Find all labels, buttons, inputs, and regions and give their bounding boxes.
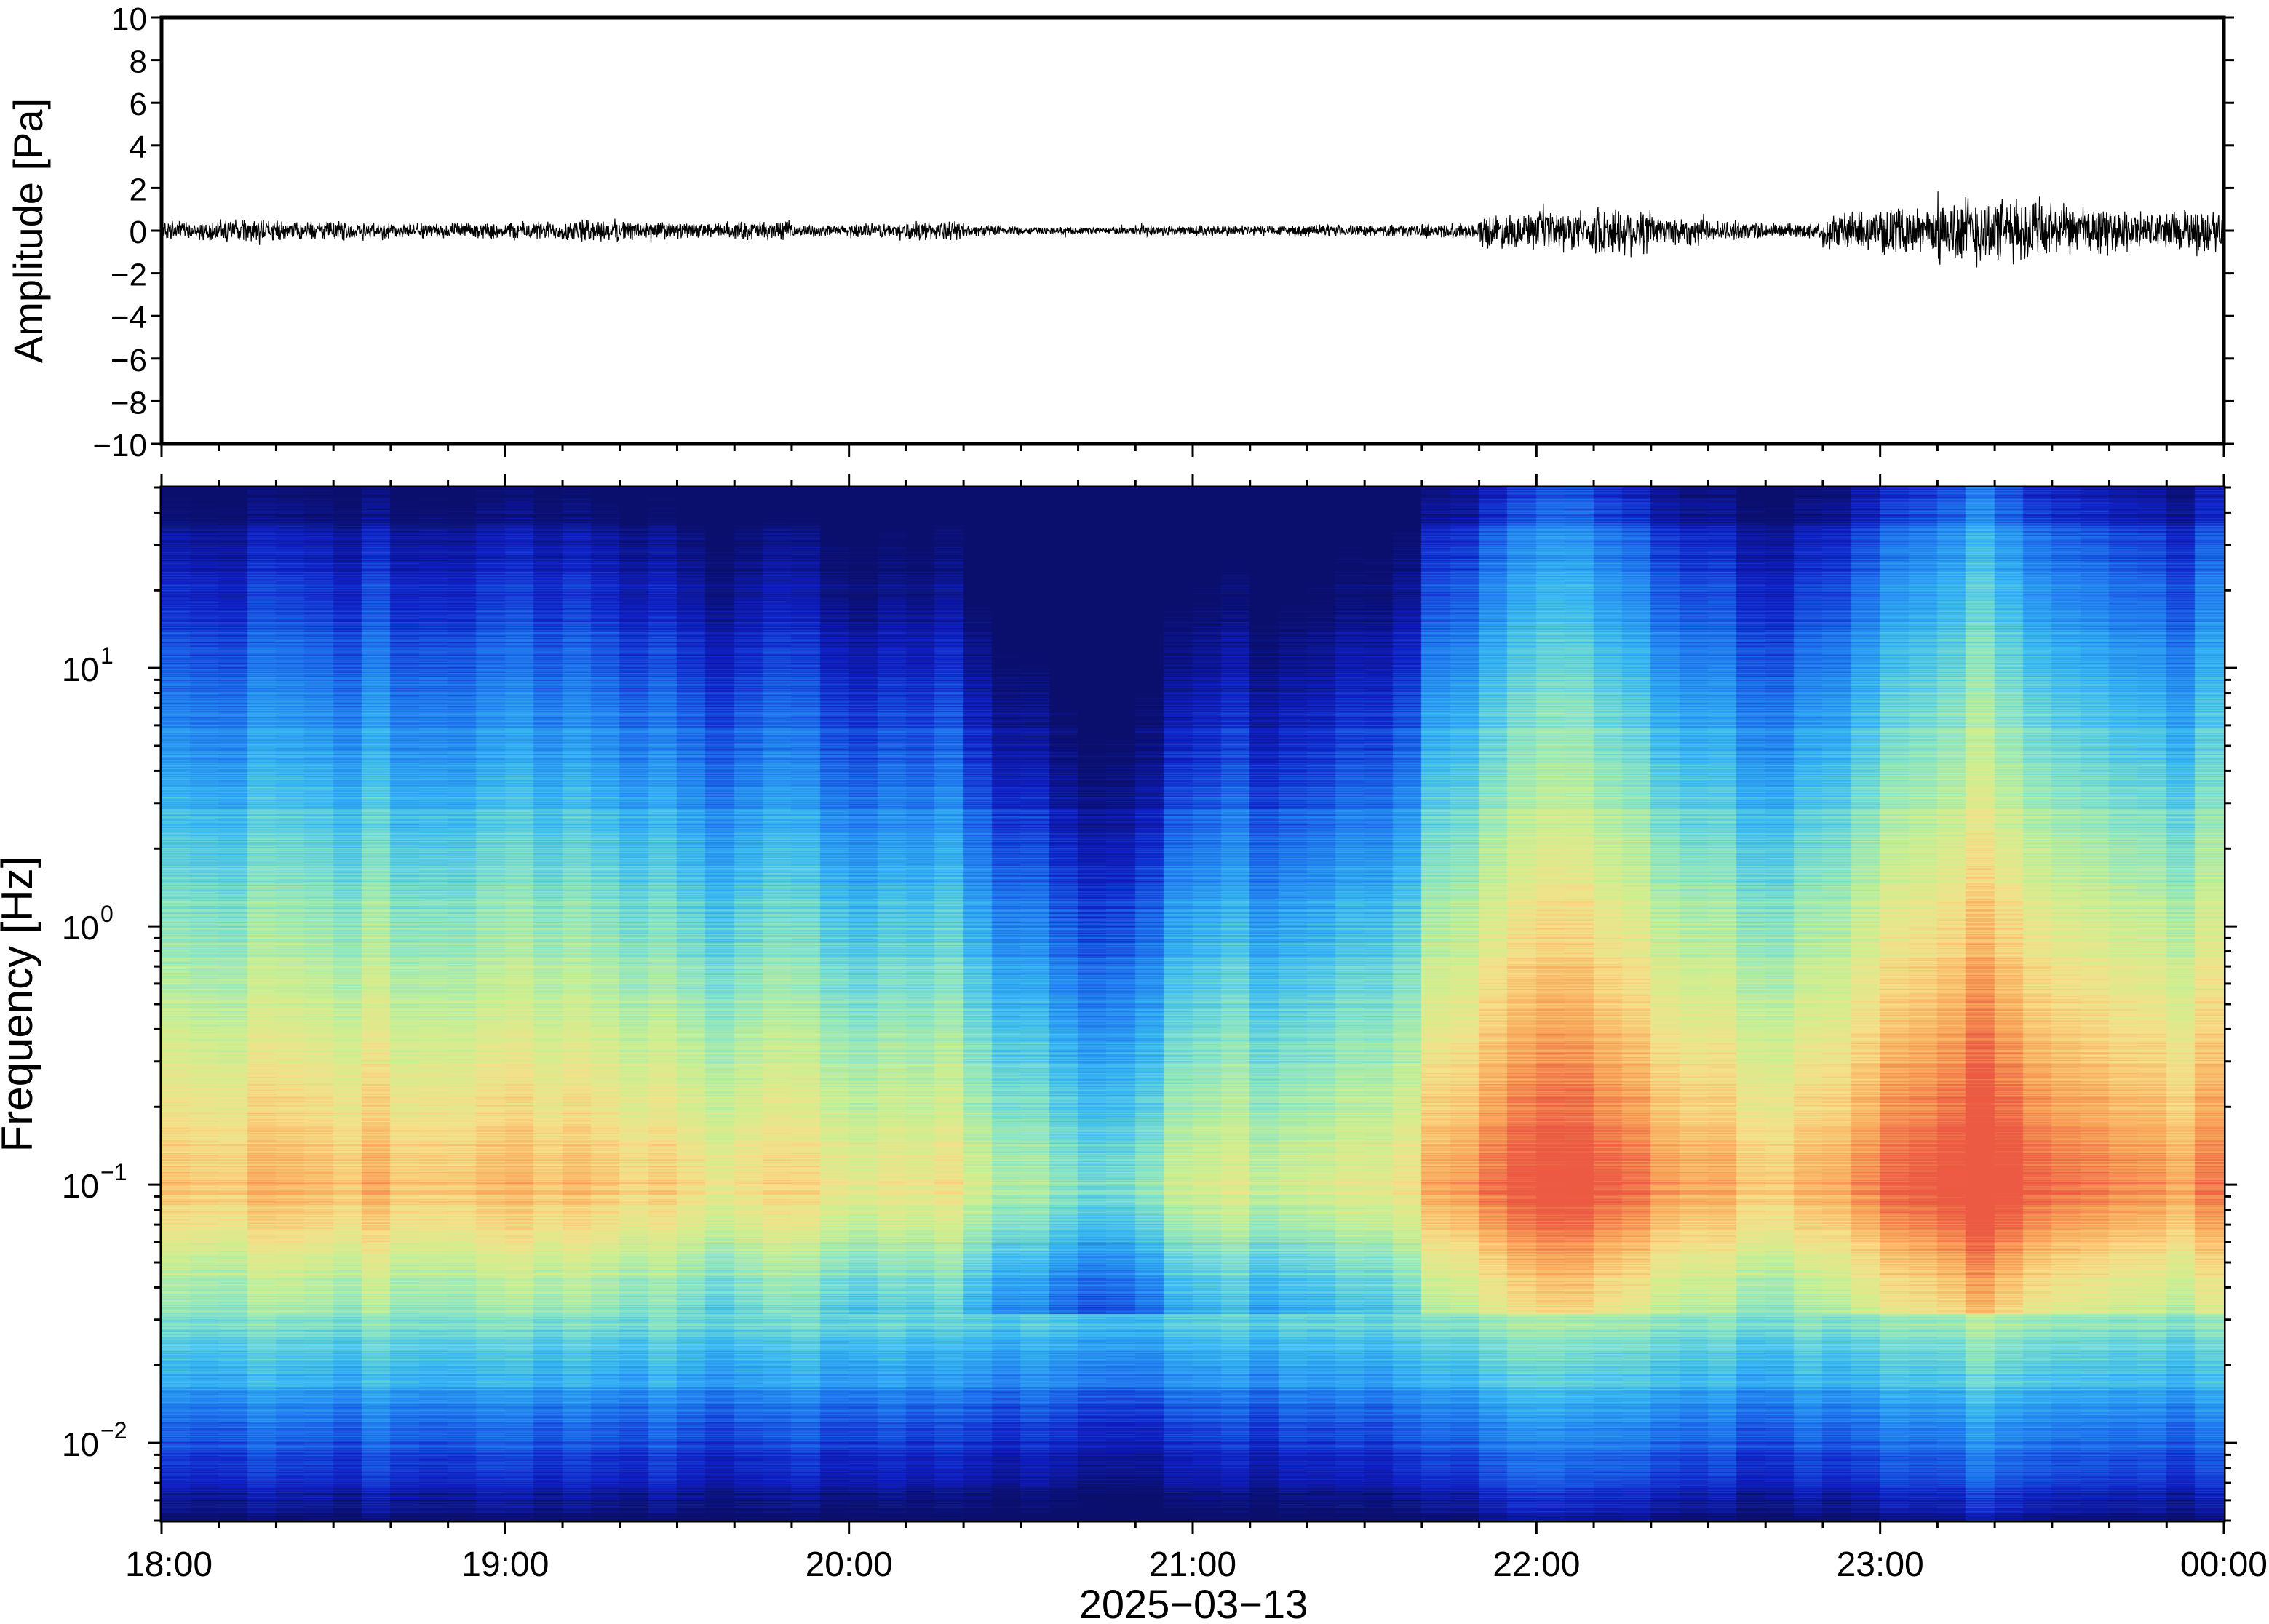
waveform-y-tick-label: 4 — [130, 130, 147, 165]
frequency-tick-exponent: −1 — [100, 1159, 127, 1185]
frequency-tick-base: 10 — [62, 1425, 99, 1463]
time-tick-label: 18:00 — [125, 1545, 212, 1584]
frequency-tick-base: 10 — [62, 909, 99, 947]
waveform-y-tick-label: −8 — [111, 385, 147, 421]
frequency-axis-label: Frequency [Hz] — [0, 856, 41, 1153]
frequency-tick-label: 10 — [62, 1425, 99, 1463]
frequency-tick-label: 10 — [62, 909, 99, 947]
waveform-y-tick-label: 10 — [111, 1, 147, 37]
time-tick-label: 19:00 — [461, 1545, 549, 1584]
frequency-tick-base: 10 — [62, 650, 99, 688]
waveform-y-tick-label: −4 — [111, 300, 147, 335]
waveform-y-tick-label: 6 — [130, 87, 147, 122]
frequency-tick-label: 10 — [62, 1167, 99, 1205]
date-axis-label: 2025−03−13 — [1079, 1581, 1308, 1624]
waveform-y-tick-label: −2 — [111, 258, 147, 293]
time-tick-label: 23:00 — [1837, 1545, 1924, 1584]
time-tick-label: 21:00 — [1149, 1545, 1236, 1584]
time-tick-label: 20:00 — [806, 1545, 893, 1584]
waveform-y-tick-label: 8 — [130, 44, 147, 80]
waveform-y-ticks: 10 8 6 4 2 0 −2 −4 −6 −8 −10 — [92, 1, 2234, 463]
waveform-frame — [159, 15, 2226, 446]
frequency-tick-exponent: −2 — [100, 1417, 127, 1444]
frequency-tick-label: 10 — [62, 650, 99, 688]
waveform-panel: 10 8 6 4 2 0 −2 −4 −6 −8 −10 Amplitude [Pa] — [5, 1, 2234, 463]
amplitude-axis-label: Amplitude [Pa] — [5, 98, 51, 363]
waveform-y-tick-label: 0 — [130, 215, 147, 250]
waveform-y-tick-label: −6 — [111, 343, 147, 378]
waveform-trace — [161, 191, 2225, 268]
waveform-y-tick-label: 2 — [130, 172, 147, 207]
spectrogram-x-ticks: 18:00 19:00 20:00 21:00 22:00 23:00 00:00 — [125, 474, 2268, 1584]
time-tick-label: 22:00 — [1493, 1545, 1580, 1584]
frequency-tick-exponent: 1 — [100, 642, 114, 669]
frequency-tick-base: 10 — [62, 1167, 99, 1205]
waveform-y-tick-label: −10 — [92, 428, 147, 463]
frequency-tick-exponent: 0 — [100, 901, 114, 927]
spectrogram-heatmap — [162, 487, 2224, 1521]
time-tick-label: 00:00 — [2180, 1545, 2268, 1584]
waveform-x-ticks — [160, 444, 2225, 457]
